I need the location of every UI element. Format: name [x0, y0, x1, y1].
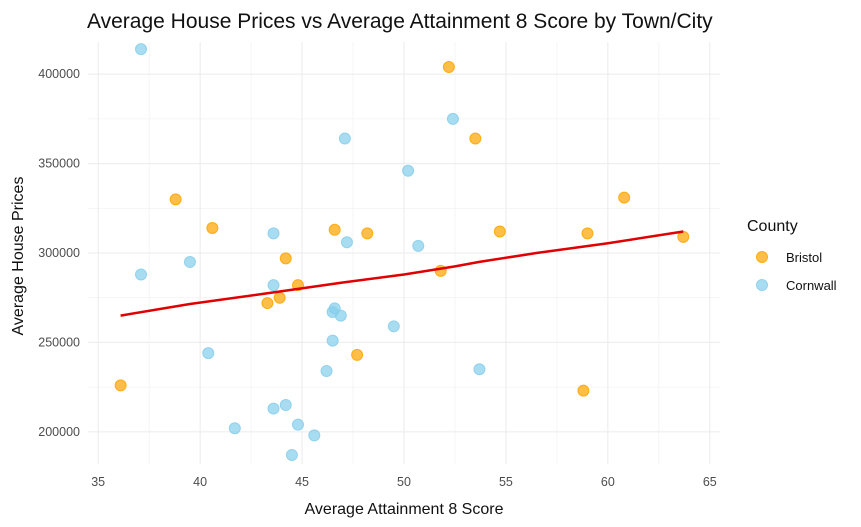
data-point-cornwall [473, 363, 486, 376]
legend: County Bristol Cornwall [747, 218, 837, 293]
y-tick-label: 300000 [38, 246, 80, 260]
legend-swatch-bristol [756, 251, 768, 263]
x-tick-label: 65 [703, 475, 717, 489]
data-point-bristol [279, 252, 292, 265]
data-point-cornwall [279, 398, 292, 411]
y-axis-title: Average House Prices [10, 177, 27, 336]
y-tick-label: 400000 [38, 67, 80, 81]
data-point-cornwall [291, 418, 304, 431]
data-point-bristol [469, 132, 482, 145]
data-point-cornwall [308, 429, 321, 442]
data-point-cornwall [446, 112, 459, 125]
data-point-cornwall [334, 309, 347, 322]
data-point-cornwall [202, 347, 215, 360]
x-tick-label: 40 [193, 475, 207, 489]
legend-swatch-cornwall [756, 279, 768, 291]
data-point-bristol [273, 291, 286, 304]
data-point-cornwall [412, 239, 425, 252]
data-point-cornwall [135, 268, 148, 281]
data-point-bristol [206, 221, 219, 234]
data-point-bristol [328, 223, 341, 236]
data-point-bristol [261, 297, 274, 310]
y-tick-label: 350000 [38, 157, 80, 171]
data-point-bristol [618, 191, 631, 204]
legend-title: County [747, 218, 798, 235]
x-tick-label: 55 [499, 475, 513, 489]
data-point-bristol [169, 193, 182, 206]
legend-label-bristol: Bristol [786, 250, 822, 265]
data-point-cornwall [402, 164, 415, 177]
data-points [114, 43, 690, 462]
trend-line-group [120, 230, 684, 317]
legend-entries: Bristol Cornwall [756, 250, 837, 293]
trend-line [120, 230, 684, 317]
data-point-bristol [493, 225, 506, 238]
data-point-bristol [361, 227, 374, 240]
y-tick-label: 200000 [38, 425, 80, 439]
y-axis-ticks: 200000 250000 300000 350000 400000 [38, 67, 80, 439]
data-point-bristol [677, 230, 690, 243]
data-point-cornwall [338, 132, 351, 145]
data-point-bristol [442, 61, 455, 74]
x-tick-label: 35 [91, 475, 105, 489]
data-point-cornwall [135, 43, 148, 56]
data-point-bristol [351, 348, 364, 361]
x-axis-ticks: 35 40 45 50 55 60 65 [91, 475, 717, 489]
data-point-cornwall [267, 279, 280, 292]
data-point-bristol [114, 379, 127, 392]
grid [88, 42, 720, 464]
x-axis-title: Average Attainment 8 Score [305, 501, 504, 518]
data-point-cornwall [326, 334, 339, 347]
data-point-cornwall [285, 449, 298, 462]
data-point-cornwall [267, 402, 280, 415]
y-tick-label: 250000 [38, 335, 80, 349]
data-point-cornwall [228, 422, 241, 435]
data-point-cornwall [320, 365, 333, 378]
x-tick-label: 60 [601, 475, 615, 489]
x-tick-label: 50 [397, 475, 411, 489]
data-point-bristol [577, 384, 590, 397]
data-point-cornwall [183, 255, 196, 268]
x-tick-label: 45 [295, 475, 309, 489]
legend-label-cornwall: Cornwall [786, 278, 837, 293]
data-point-cornwall [340, 236, 353, 249]
data-point-bristol [581, 227, 594, 240]
chart-title: Average House Prices vs Average Attainme… [87, 10, 713, 33]
data-point-cornwall [387, 320, 400, 333]
data-point-cornwall [267, 227, 280, 240]
